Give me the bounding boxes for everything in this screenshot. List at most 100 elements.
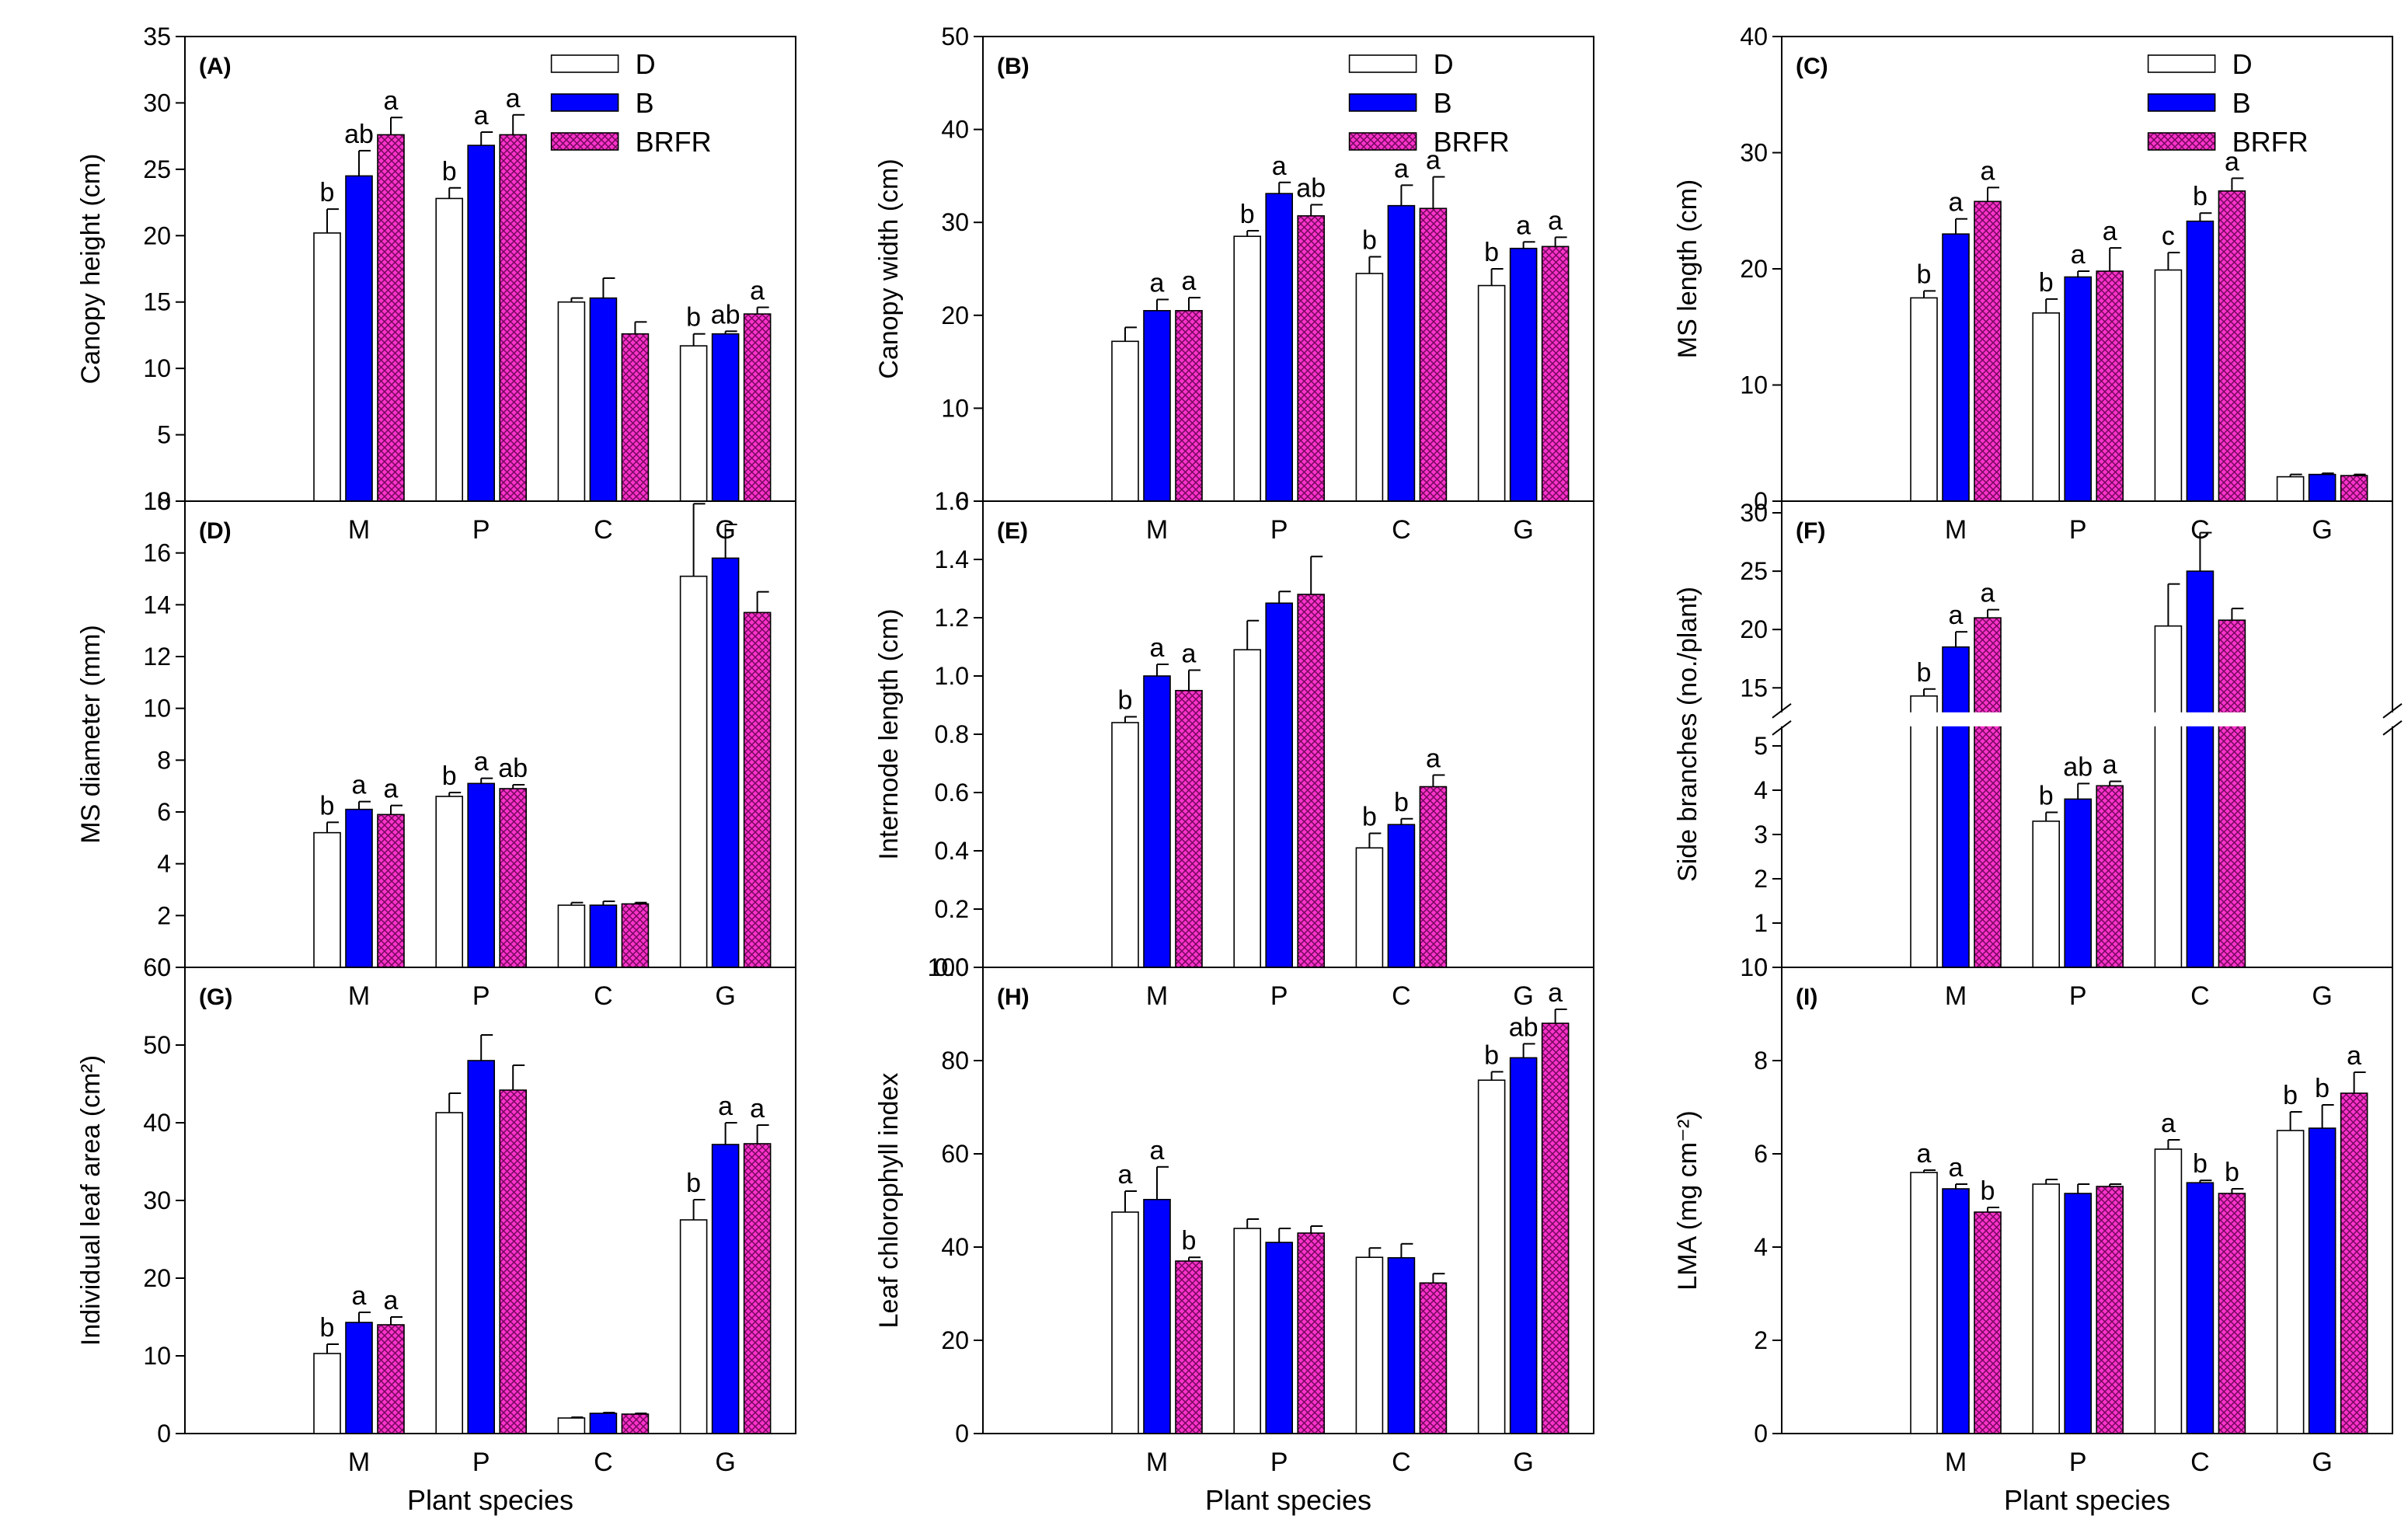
x-tick-label: P [472, 1448, 490, 1477]
y-tick-label: 6 [1754, 1140, 1768, 1168]
x-tick-label: C [1392, 515, 1411, 545]
bar-brfr-p [1297, 1232, 1326, 1434]
x-tick-label: M [1945, 1448, 1967, 1477]
axis-break-mark [2382, 702, 2403, 719]
significance-letter: a [384, 1286, 399, 1315]
y-tick-label: 10 [143, 354, 171, 382]
bar-brfr-c [2218, 190, 2246, 502]
y-tick-label: 15 [143, 288, 171, 316]
bar-b-g [1509, 1057, 1538, 1434]
x-tick-label: G [2312, 981, 2332, 1011]
axis-break-gap [1780, 712, 2394, 726]
x-tick-label: P [472, 515, 490, 545]
significance-letter: b [1362, 225, 1377, 255]
bar-brfr-p [1297, 215, 1326, 502]
x-axis-label: Plant species [407, 1484, 573, 1516]
bar-b-p [1265, 193, 1294, 502]
x-tick-label: C [594, 515, 613, 545]
axis-break-mark [2382, 719, 2403, 736]
bar-b-g [2308, 473, 2337, 502]
bar-d-c [557, 301, 586, 502]
significance-letter: a [1548, 978, 1563, 1008]
bar-brfr-p [499, 788, 528, 968]
significance-letter: a [1981, 579, 1995, 608]
bar-b-m [345, 1322, 373, 1434]
x-tick-label: G [2312, 1448, 2332, 1477]
bar-brfr-c [1419, 1282, 1448, 1434]
y-axis-label: MS diameter (mm) [76, 625, 106, 843]
bar-b-g [2308, 1127, 2337, 1434]
legend-label-d: D [1434, 48, 1454, 80]
y-tick-label: 40 [941, 1233, 969, 1261]
significance-letter: ab [711, 300, 741, 329]
y-axis-label: Internode length (cm) [874, 608, 904, 859]
significance-letter: a [1981, 156, 1995, 186]
bar-b-p [467, 1060, 496, 1434]
significance-letter: b [1394, 788, 1409, 817]
bar-d-c [2154, 1148, 2183, 1434]
x-tick-label: G [2312, 515, 2332, 545]
significance-letter: b [1917, 260, 1932, 289]
panel-label: (G) [199, 984, 232, 1010]
bar-brfr-c [621, 1413, 650, 1434]
legend-swatch-b [550, 93, 619, 112]
significance-letter: b [2283, 1081, 2298, 1110]
bar-d-p [435, 1112, 464, 1434]
significance-letter: b [2193, 182, 2208, 211]
bar-b-c [589, 297, 618, 502]
y-tick-label: 60 [143, 953, 171, 981]
bar-d-g [679, 345, 708, 502]
y-tick-label: 10 [143, 695, 171, 723]
y-tick-label: 2 [1754, 1326, 1768, 1354]
bar-brfr-c [621, 333, 650, 502]
bar-brfr-c [1419, 207, 1448, 502]
bar-d-m [313, 1353, 341, 1434]
bar-b-c [1387, 824, 1416, 968]
x-tick-label: P [472, 981, 490, 1011]
bar-brfr-c [2218, 619, 2246, 968]
y-tick-label: 6 [157, 798, 171, 826]
y-tick-label: 30 [143, 89, 171, 117]
significance-letter: a [2103, 217, 2117, 246]
x-tick-label: P [2069, 981, 2087, 1011]
bar-d-p [435, 796, 464, 968]
significance-letter: a [1272, 152, 1287, 181]
bar-brfr-m [1974, 200, 2002, 502]
axis-break-mark [1772, 702, 1792, 719]
y-tick-label: 20 [143, 1264, 171, 1292]
bar-brfr-g [2340, 1092, 2368, 1434]
panel-f: 0 1 2 3 4 5 15 20 25 30 Side branches (no./plant) (… [1673, 499, 2403, 1011]
panel-label: (I) [1796, 984, 1817, 1010]
bar-b-g [711, 557, 740, 968]
y-tick-label: 25 [143, 155, 171, 183]
y-tick-label: 10 [1740, 371, 1768, 399]
legend-label-brfr: BRFR [636, 126, 712, 158]
legend-label-d: D [2232, 48, 2253, 80]
x-tick-label: P [2069, 1448, 2087, 1477]
y-tick-label: 0 [157, 487, 171, 515]
y-axis-label: LMA (mg cm⁻²) [1673, 1110, 1702, 1290]
legend-label-brfr: BRFR [2232, 126, 2309, 158]
significance-letter: b [442, 157, 457, 186]
significance-letter: a [1182, 267, 1197, 296]
bar-b-g [1509, 247, 1538, 502]
bar-brfr-p [2096, 1186, 2124, 1434]
bar-d-p [2032, 821, 2061, 968]
significance-letter: a [2161, 1109, 2176, 1138]
bar-b-p [1265, 602, 1294, 968]
x-tick-label: G [715, 981, 735, 1011]
bar-b-c [589, 904, 618, 968]
significance-letter: a [1917, 1139, 1932, 1169]
bar-brfr-g [1541, 246, 1570, 502]
significance-letter: a [1949, 1153, 1964, 1183]
y-tick-label: 30 [143, 1186, 171, 1214]
significance-letter: b [1981, 1176, 1995, 1206]
bar-brfr-m [377, 1324, 405, 1434]
y-tick-label: 0.2 [935, 895, 969, 923]
significance-letter: b [2193, 1149, 2208, 1179]
bar-b-c [2186, 570, 2215, 968]
panel-g: 0 10 20 30 40 50 60 Individual leaf area (cm²) (… [76, 953, 796, 1516]
